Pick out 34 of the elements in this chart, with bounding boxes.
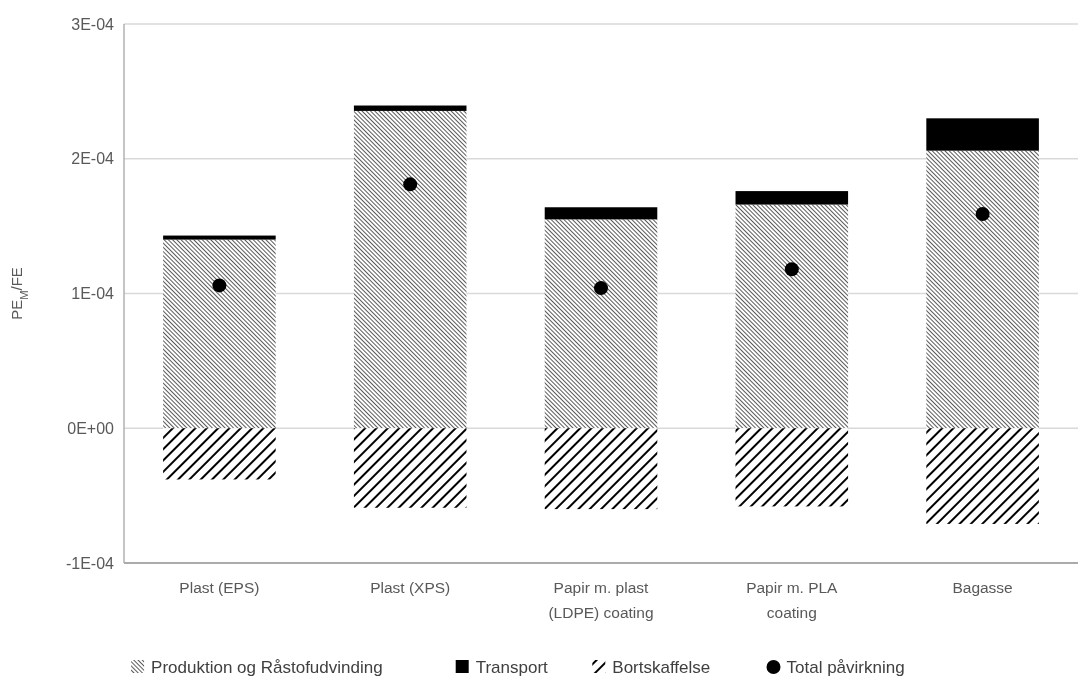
bar <box>926 150 1039 429</box>
x-tick-label: Papir m. PLA coating <box>746 579 839 621</box>
bar <box>163 239 276 429</box>
y-tick-label: 2E-04 <box>71 150 115 168</box>
bar <box>163 235 276 240</box>
x-tick-label: Plast (XPS) <box>370 579 451 596</box>
bar <box>735 428 849 507</box>
legend-label: Produktion og Råstofudvinding <box>151 657 383 677</box>
x-tick-label: Papir m. plast (LDPE) coating <box>548 579 654 621</box>
x-tick-label: Plast (EPS) <box>179 579 260 596</box>
bar <box>926 428 1039 524</box>
bar <box>353 110 467 429</box>
bar <box>735 204 849 429</box>
y-tick-label: 3E-04 <box>71 15 115 33</box>
bar <box>353 428 467 508</box>
bar <box>926 118 1039 151</box>
bar <box>163 428 276 480</box>
point <box>212 278 227 293</box>
point <box>975 207 990 221</box>
x-tick-label: Bagasse <box>952 579 1013 596</box>
point <box>594 281 608 296</box>
bar <box>735 191 849 205</box>
legend-label: Total påvirkning <box>786 657 905 677</box>
y-tick-label: -1E-04 <box>65 554 115 572</box>
legend-label: Bortskaffelse <box>612 657 711 677</box>
y-tick-label: 0E+00 <box>67 419 115 437</box>
bar <box>544 207 658 220</box>
legend-label: Transport <box>475 657 549 677</box>
bar <box>353 105 467 111</box>
point <box>403 177 418 192</box>
bar <box>544 428 658 510</box>
y-tick-label: 1E-04 <box>71 285 115 303</box>
point <box>784 262 799 277</box>
bar <box>544 219 658 429</box>
